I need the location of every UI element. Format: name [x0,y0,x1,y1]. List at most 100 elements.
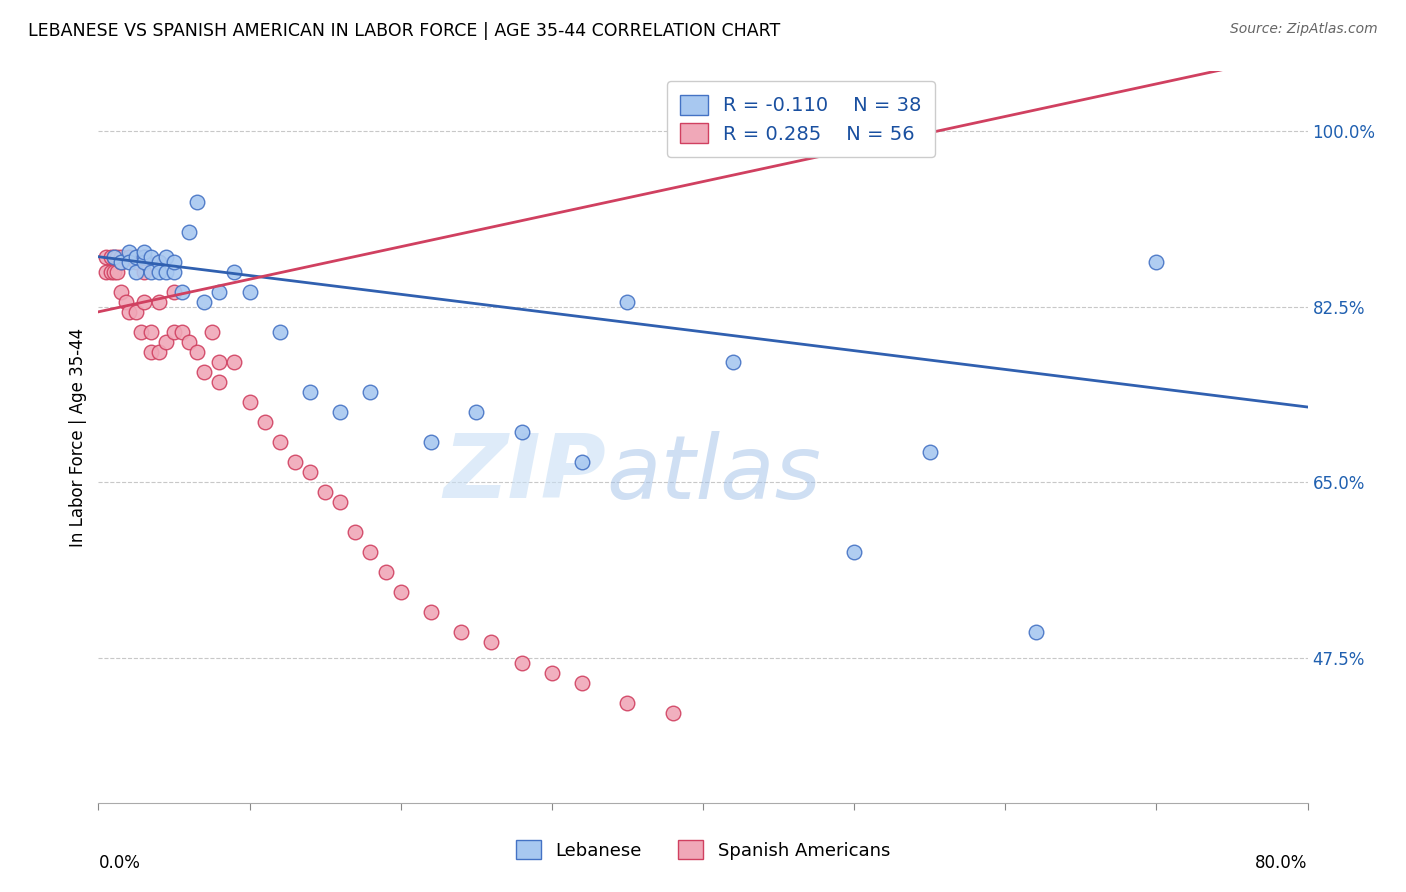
Legend: Lebanese, Spanish Americans: Lebanese, Spanish Americans [509,833,897,867]
Point [129,325,152,339]
Point [269,435,291,450]
Point [110,254,132,268]
Point [844,545,866,559]
Point [105,265,128,279]
Point [1024,625,1046,640]
Point [179,334,201,349]
Point [360,545,382,559]
Point [193,294,215,309]
Point [224,355,246,369]
Point [299,465,322,479]
Point [110,250,132,264]
Point [239,285,262,299]
Point [141,250,163,264]
Point [918,445,941,459]
Point [163,254,186,268]
Point [125,250,148,264]
Point [100,250,122,264]
Point [125,305,148,319]
Point [571,455,593,469]
Point [125,250,148,264]
Point [110,285,132,299]
Point [132,265,155,279]
Text: 80.0%: 80.0% [1256,854,1308,872]
Point [510,656,533,670]
Point [224,265,246,279]
Point [208,355,231,369]
Point [344,525,367,540]
Point [465,405,488,419]
Point [1144,254,1167,268]
Point [114,294,136,309]
Point [360,384,382,399]
Point [125,265,148,279]
Point [103,250,125,264]
Point [208,375,231,389]
Point [329,405,352,419]
Point [118,244,141,259]
Point [118,305,141,319]
Point [141,265,163,279]
Point [94,265,117,279]
Point [148,254,170,268]
Point [389,585,412,599]
Point [125,254,148,268]
Point [269,325,291,339]
Point [329,495,352,509]
Point [148,265,170,279]
Point [571,675,593,690]
Point [179,225,201,239]
Point [148,294,170,309]
Point [284,455,307,469]
Point [170,285,193,299]
Point [132,250,155,264]
Point [141,325,163,339]
Point [141,345,163,359]
Point [170,325,193,339]
Point [94,250,117,264]
Text: 0.0%: 0.0% [98,854,141,872]
Point [510,425,533,439]
Point [299,384,322,399]
Point [100,265,122,279]
Point [163,265,186,279]
Point [155,334,177,349]
Point [155,250,177,264]
Point [132,250,155,264]
Point [103,265,125,279]
Point [420,606,443,620]
Point [155,265,177,279]
Point [253,415,276,429]
Text: Source: ZipAtlas.com: Source: ZipAtlas.com [1230,22,1378,37]
Point [208,285,231,299]
Point [132,254,155,268]
Text: LEBANESE VS SPANISH AMERICAN IN LABOR FORCE | AGE 35-44 CORRELATION CHART: LEBANESE VS SPANISH AMERICAN IN LABOR FO… [28,22,780,40]
Point [661,706,683,720]
Point [186,345,208,359]
Point [374,566,396,580]
Point [132,244,155,259]
Point [616,696,638,710]
Text: ZIP: ZIP [443,430,606,517]
Point [105,250,128,264]
Point [723,355,745,369]
Point [193,365,215,379]
Point [103,250,125,264]
Point [148,254,170,268]
Point [481,635,503,649]
Point [110,254,132,268]
Text: atlas: atlas [606,431,821,516]
Point [420,435,443,450]
Point [132,294,155,309]
Point [148,345,170,359]
Point [540,665,562,680]
Point [239,395,262,409]
Point [118,254,141,268]
Point [118,250,141,264]
Y-axis label: In Labor Force | Age 35-44: In Labor Force | Age 35-44 [69,327,87,547]
Point [201,325,224,339]
Point [450,625,472,640]
Point [314,485,336,500]
Point [163,285,186,299]
Point [163,325,186,339]
